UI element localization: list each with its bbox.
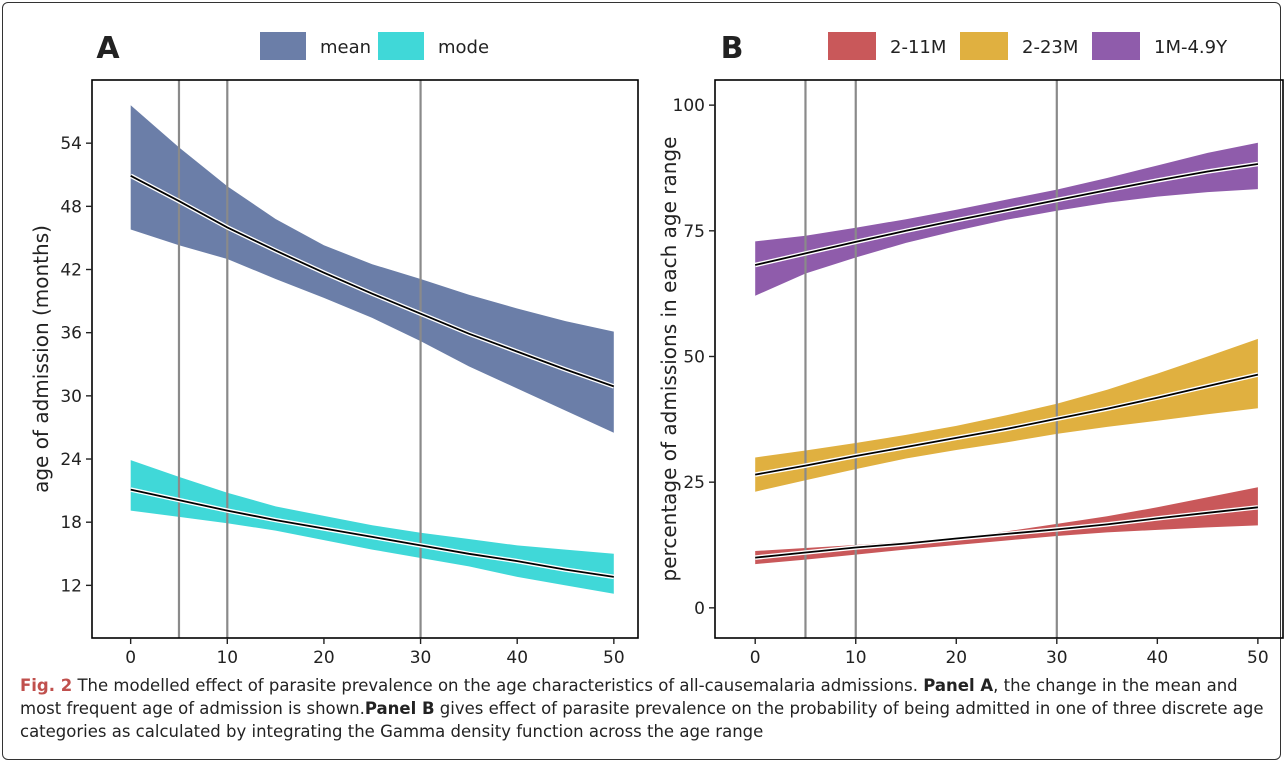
legend-label-1M-4.9Y: 1M-4.9Y [1154, 37, 1228, 58]
y-axis-label: age of admission (months) [29, 225, 53, 493]
figure-caption: Fig. 2 The modelled effect of parasite p… [20, 674, 1270, 743]
y-tick-label: 30 [60, 387, 82, 407]
legend-swatch-2-11M [828, 32, 876, 60]
legend-label-mean: mean [320, 37, 371, 58]
y-tick-label: 50 [683, 347, 705, 367]
band-2-11M [755, 487, 1258, 565]
x-tick-label: 40 [506, 648, 528, 668]
y-tick-label: 12 [60, 576, 82, 596]
panel-label: A [96, 31, 120, 66]
fit-line-1M-4.9Y [754, 163, 1259, 266]
legend-label-2-11M: 2-11M [890, 37, 946, 58]
y-tick-label: 100 [673, 96, 705, 116]
band-mode [130, 460, 614, 594]
y-tick-label: 54 [60, 134, 82, 154]
caption-text-1: The modelled effect of parasite prevalen… [72, 676, 924, 695]
panel-label: B [721, 31, 744, 66]
x-tick-label: 50 [1247, 648, 1269, 668]
x-tick-label: 10 [216, 648, 238, 668]
y-tick-label: 75 [683, 222, 705, 242]
legend-swatch-mean [260, 32, 306, 60]
y-tick-label: 25 [683, 473, 705, 493]
fit-line-mode [130, 488, 614, 578]
plot-area [129, 80, 615, 638]
caption-text-3: gives effect of parasite prevalence on t… [20, 699, 1264, 741]
legend-swatch-2-23M [960, 32, 1008, 60]
y-tick-label: 36 [60, 324, 82, 344]
y-tick-label: 18 [60, 513, 82, 533]
plot-area [754, 80, 1259, 638]
x-tick-label: 20 [313, 648, 335, 668]
fit-line-mean [130, 175, 615, 388]
figure-chart: 121824303642485401020304050PfPR2−10age o… [29, 31, 1284, 668]
x-tick-label: 50 [603, 648, 625, 668]
y-tick-label: 42 [60, 261, 82, 281]
x-tick-label: 0 [750, 648, 761, 668]
legend-label-mode: mode [438, 37, 489, 58]
x-tick-label: 0 [125, 648, 136, 668]
x-tick-label: 40 [1147, 648, 1169, 668]
caption-fig-label: Fig. 2 [20, 676, 73, 695]
x-tick-label: 20 [945, 648, 967, 668]
fit-line-2-23M [755, 373, 1259, 476]
band-1M-4.9Y [755, 142, 1258, 296]
band-mean [130, 105, 614, 433]
caption-panel-b: Panel B [364, 699, 435, 718]
fit-line-2-11M [755, 506, 1258, 559]
x-tick-label: 30 [410, 648, 432, 668]
caption-text-2: , the change in the mean and most freque… [20, 676, 1238, 718]
y-axis-label: percentage of admissions in each age ran… [657, 137, 681, 582]
y-tick-label: 0 [694, 599, 705, 619]
band-2-23M [755, 338, 1258, 492]
x-tick-label: 30 [1046, 648, 1068, 668]
caption-panel-a: Panel A [923, 676, 994, 695]
panel-a: 121824303642485401020304050PfPR2−10age o… [29, 31, 639, 668]
y-tick-label: 48 [60, 197, 82, 217]
axis-box [91, 79, 639, 639]
legend-swatch-1M-4.9Y [1092, 32, 1140, 60]
panel-b: 025507510001020304050PfPR2−10percentage … [657, 31, 1284, 668]
y-tick-label: 24 [60, 450, 82, 470]
legend-swatch-mode [378, 32, 424, 60]
legend-label-2-23M: 2-23M [1022, 37, 1078, 58]
x-tick-label: 10 [845, 648, 867, 668]
axis-box [714, 79, 1284, 639]
